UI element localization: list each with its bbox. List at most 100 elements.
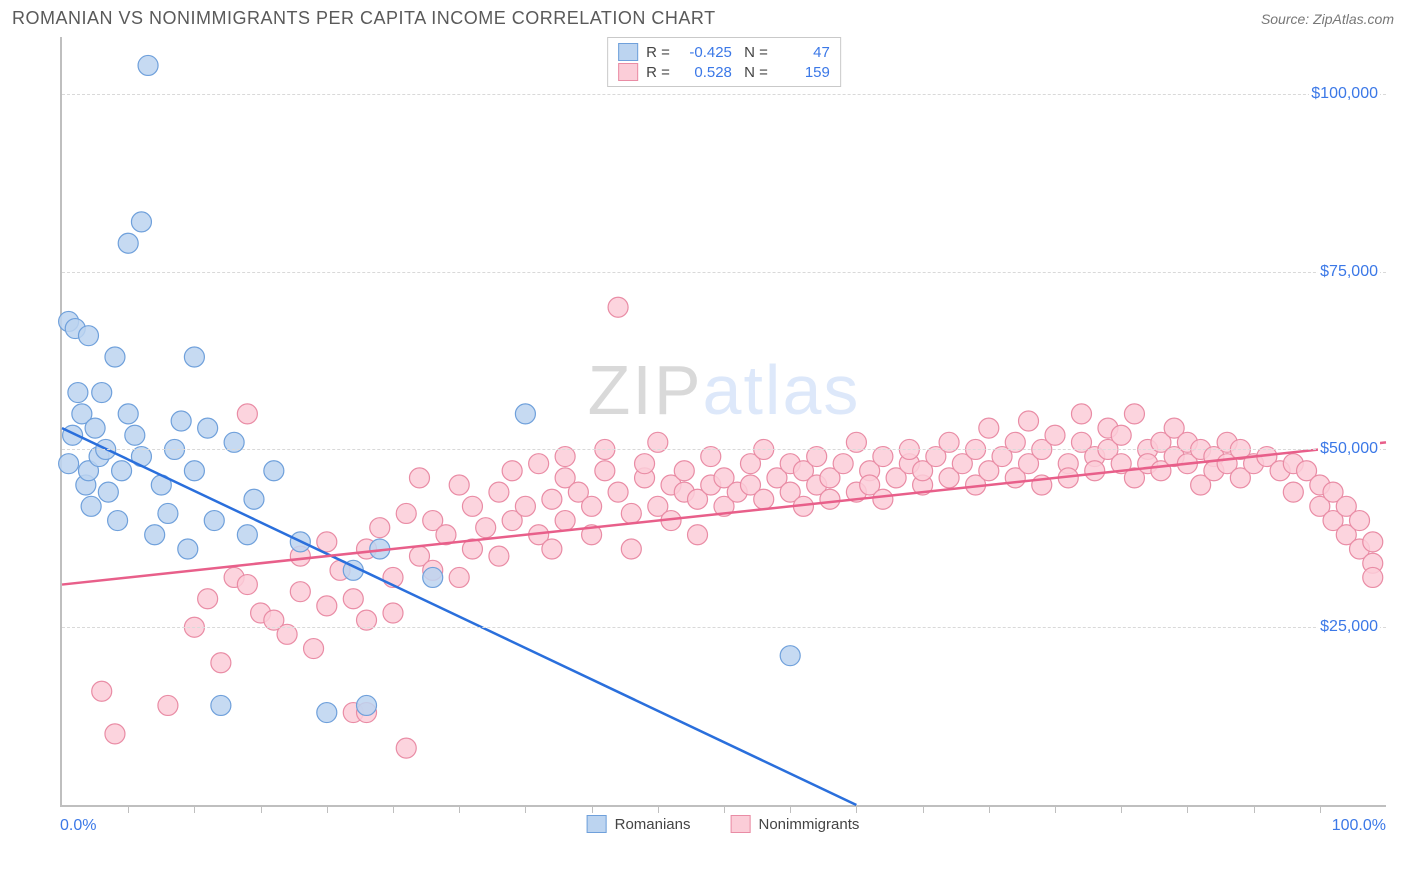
data-point — [608, 297, 628, 317]
data-point — [343, 589, 363, 609]
data-point — [304, 639, 324, 659]
swatch-romanians-icon — [618, 43, 638, 61]
data-point — [635, 454, 655, 474]
data-point — [138, 55, 158, 75]
data-point — [780, 646, 800, 666]
gridline — [62, 627, 1386, 628]
y-tick-label: $75,000 — [1318, 263, 1380, 281]
x-tick — [1121, 805, 1122, 813]
data-point — [1283, 482, 1303, 502]
data-point — [211, 653, 231, 673]
x-tick — [393, 805, 394, 813]
data-point — [1124, 404, 1144, 424]
data-point — [131, 212, 151, 232]
data-point — [178, 539, 198, 559]
data-point — [118, 233, 138, 253]
data-point — [171, 411, 191, 431]
data-point — [529, 454, 549, 474]
r-label: R = — [646, 64, 670, 81]
x-tick — [194, 805, 195, 813]
data-point — [502, 461, 522, 481]
data-point — [1350, 511, 1370, 531]
x-tick — [327, 805, 328, 813]
r-label: R = — [646, 44, 670, 61]
data-point — [1019, 411, 1039, 431]
scatter-svg — [62, 37, 1386, 805]
source-label: Source: ZipAtlas.com — [1261, 11, 1394, 27]
x-tick — [525, 805, 526, 813]
data-point — [237, 575, 257, 595]
data-point — [105, 724, 125, 744]
bottom-legend: Romanians Nonimmigrants — [587, 815, 860, 833]
data-point — [462, 496, 482, 516]
r-value-romanians: -0.425 — [678, 44, 732, 61]
x-tick — [724, 805, 725, 813]
data-point — [476, 518, 496, 538]
x-tick — [989, 805, 990, 813]
x-tick — [1320, 805, 1321, 813]
data-point — [449, 567, 469, 587]
data-point — [184, 461, 204, 481]
legend-item-nonimmigrants: Nonimmigrants — [731, 815, 860, 833]
data-point — [118, 404, 138, 424]
x-tick — [790, 805, 791, 813]
x-tick — [658, 805, 659, 813]
y-tick-label: $25,000 — [1318, 618, 1380, 636]
data-point — [204, 511, 224, 531]
n-label: N = — [740, 64, 768, 81]
x-tick — [1254, 805, 1255, 813]
n-label: N = — [740, 44, 768, 61]
data-point — [158, 503, 178, 523]
data-point — [820, 489, 840, 509]
data-point — [542, 539, 562, 559]
y-tick-label: $50,000 — [1318, 440, 1380, 458]
data-point — [290, 582, 310, 602]
data-point — [515, 496, 535, 516]
x-tick — [261, 805, 262, 813]
chart-title: ROMANIAN VS NONIMMIGRANTS PER CAPITA INC… — [12, 8, 716, 29]
data-point — [357, 695, 377, 715]
data-point — [158, 695, 178, 715]
n-value-nonimmigrants: 159 — [776, 64, 830, 81]
data-point — [608, 482, 628, 502]
data-point — [370, 518, 390, 538]
data-point — [59, 454, 79, 474]
data-point — [396, 503, 416, 523]
swatch-nonimmigrants-icon — [731, 815, 751, 833]
data-point — [85, 418, 105, 438]
data-point — [78, 326, 98, 346]
data-point — [489, 482, 509, 502]
x-tick — [923, 805, 924, 813]
data-point — [754, 489, 774, 509]
gridline — [62, 449, 1386, 450]
legend-label-romanians: Romanians — [615, 816, 691, 833]
data-point — [555, 511, 575, 531]
x-axis-max-label: 100.0% — [1332, 817, 1386, 835]
data-point — [68, 383, 88, 403]
data-point — [423, 567, 443, 587]
data-point — [237, 525, 257, 545]
data-point — [1085, 461, 1105, 481]
chart-container: Per Capita Income ZIPatlas R = -0.425 N … — [50, 37, 1396, 837]
data-point — [1071, 404, 1091, 424]
trend-line — [62, 442, 1386, 584]
data-point — [621, 539, 641, 559]
data-point — [873, 489, 893, 509]
data-point — [112, 461, 132, 481]
data-point — [237, 404, 257, 424]
data-point — [582, 496, 602, 516]
x-tick — [459, 805, 460, 813]
data-point — [317, 703, 337, 723]
stats-legend-box: R = -0.425 N = 47 R = 0.528 N = 159 — [607, 37, 841, 87]
data-point — [317, 532, 337, 552]
x-tick — [128, 805, 129, 813]
n-value-romanians: 47 — [776, 44, 830, 61]
x-tick — [1055, 805, 1056, 813]
data-point — [542, 489, 562, 509]
data-point — [449, 475, 469, 495]
data-point — [98, 482, 118, 502]
data-point — [595, 461, 615, 481]
data-point — [317, 596, 337, 616]
x-tick — [592, 805, 593, 813]
data-point — [383, 603, 403, 623]
